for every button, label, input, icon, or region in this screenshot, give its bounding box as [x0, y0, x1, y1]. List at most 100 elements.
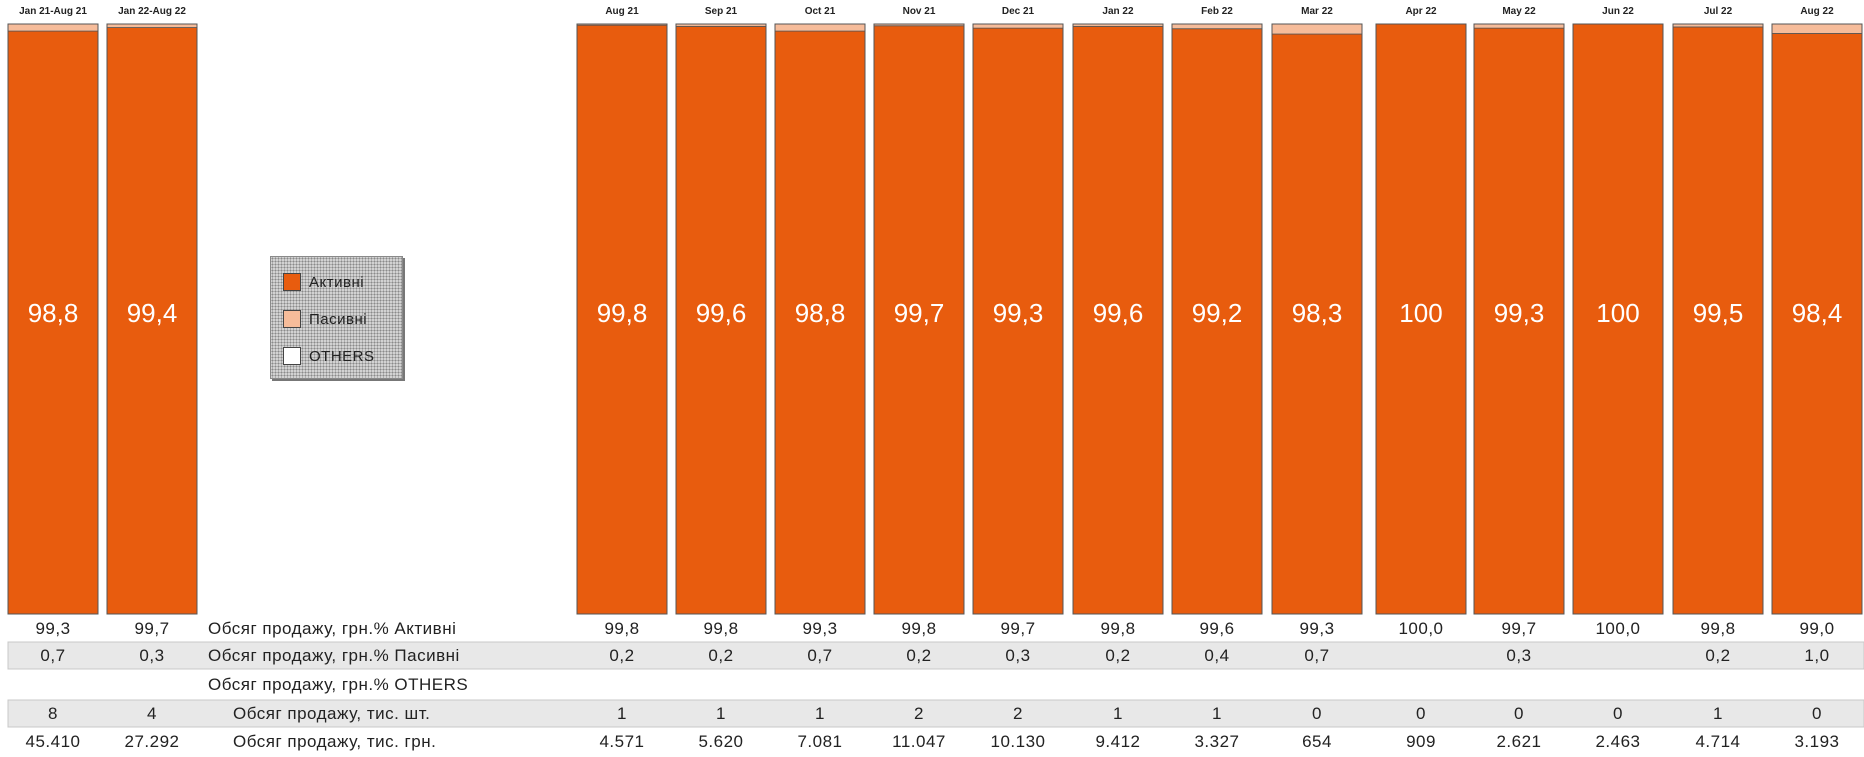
- bar-seg-passive-0: [7, 23, 99, 32]
- table-cell-1-2: 0,2: [609, 646, 634, 665]
- table-cell-4-12: 2.463: [1595, 732, 1640, 751]
- table-cell-1-9: 0,7: [1304, 646, 1329, 665]
- table-row-bg-3: [7, 699, 1864, 728]
- bar-seg-active-10: [1375, 23, 1467, 615]
- legend-item-others: OTHERS: [283, 345, 375, 367]
- table-cell-3-13: 1: [1713, 704, 1723, 723]
- table-cell-0-5: 99,8: [901, 619, 936, 638]
- chart-legend: Активні Пасивні OTHERS: [270, 256, 403, 379]
- table-cell-0-14: 99,0: [1799, 619, 1834, 638]
- bar-seg-active-8: [1171, 28, 1263, 615]
- table-cell-0-6: 99,7: [1000, 619, 1035, 638]
- table-cell-0-2: 99,8: [604, 619, 639, 638]
- legend-item-active: Активні: [283, 271, 364, 293]
- table-cell-0-9: 99,3: [1299, 619, 1334, 638]
- table-cell-1-7: 0,2: [1105, 646, 1130, 665]
- category-label-8: Feb 22: [1201, 6, 1233, 17]
- bar-outline-10: [1375, 23, 1467, 615]
- bar-outline-13: [1672, 23, 1764, 615]
- category-label-4: Oct 21: [805, 6, 836, 17]
- table-cell-3-11: 0: [1514, 704, 1524, 723]
- bar-value-label-10: 100: [1399, 298, 1442, 328]
- bar-value-label-9: 98,3: [1292, 298, 1343, 328]
- table-cell-3-9: 0: [1312, 704, 1322, 723]
- bar-seg-passive-6: [972, 23, 1064, 29]
- table-cell-3-2: 1: [617, 704, 627, 723]
- bar-outline-8: [1171, 23, 1263, 615]
- table-cell-3-6: 2: [1013, 704, 1023, 723]
- table-cell-3-1: 4: [147, 704, 157, 723]
- legend-swatch-passive: [283, 310, 301, 328]
- bar-value-label-1: 99,4: [127, 298, 178, 328]
- bar-value-label-13: 99,5: [1693, 298, 1744, 328]
- category-label-13: Jul 22: [1704, 6, 1733, 17]
- bar-outline-9: [1271, 23, 1363, 615]
- table-cell-0-12: 100,0: [1595, 619, 1640, 638]
- table-cell-1-13: 0,2: [1705, 646, 1730, 665]
- table-cell-4-0: 45.410: [26, 732, 81, 751]
- category-label-2: Aug 21: [605, 6, 639, 17]
- table-row-label-4: Обсяг продажу, тис. грн.: [233, 732, 436, 751]
- table-cell-4-1: 27.292: [125, 732, 180, 751]
- table-cell-4-5: 11.047: [892, 732, 946, 751]
- table-cell-4-2: 4.571: [599, 732, 644, 751]
- table-cell-4-7: 9.412: [1095, 732, 1140, 751]
- table-cell-0-8: 99,6: [1199, 619, 1234, 638]
- table-row-label-2: Обсяг продажу, грн.% OTHERS: [208, 675, 468, 694]
- category-label-11: May 22: [1502, 6, 1536, 17]
- table-cell-3-5: 2: [914, 704, 924, 723]
- table-cell-3-12: 0: [1613, 704, 1623, 723]
- bar-value-label-12: 100: [1596, 298, 1639, 328]
- category-label-3: Sep 21: [705, 6, 738, 17]
- table-cell-0-0: 99,3: [35, 619, 70, 638]
- bar-seg-active-6: [972, 27, 1064, 615]
- category-label-1: Jan 22-Aug 22: [118, 6, 186, 17]
- bar-seg-passive-11: [1473, 23, 1565, 29]
- bar-seg-passive-14: [1771, 23, 1863, 34]
- table-cell-1-5: 0,2: [906, 646, 931, 665]
- bar-seg-active-14: [1771, 33, 1863, 615]
- table-row-bg-1: [7, 641, 1864, 670]
- bar-outline-0: [7, 23, 99, 615]
- bar-outline-11: [1473, 23, 1565, 615]
- category-label-14: Aug 22: [1800, 6, 1834, 17]
- bar-value-label-2: 99,8: [597, 298, 648, 328]
- table-cell-0-3: 99,8: [703, 619, 738, 638]
- table-cell-0-13: 99,8: [1700, 619, 1735, 638]
- table-cell-4-11: 2.621: [1496, 732, 1541, 751]
- table-cell-0-4: 99,3: [802, 619, 837, 638]
- legend-swatch-others: [283, 347, 301, 365]
- table-cell-3-4: 1: [815, 704, 825, 723]
- bar-seg-active-0: [7, 30, 99, 615]
- category-label-0: Jan 21-Aug 21: [19, 6, 87, 17]
- bar-value-label-3: 99,6: [696, 298, 747, 328]
- table-cell-3-7: 1: [1113, 704, 1123, 723]
- legend-item-passive: Пасивні: [283, 308, 367, 330]
- table-cell-1-8: 0,4: [1204, 646, 1229, 665]
- table-cell-4-13: 4.714: [1695, 732, 1740, 751]
- table-cell-4-4: 7.081: [797, 732, 842, 751]
- legend-label-others: OTHERS: [309, 347, 375, 365]
- bar-outline-7: [1072, 23, 1164, 615]
- bar-outline-6: [972, 23, 1064, 615]
- table-cell-1-11: 0,3: [1506, 646, 1531, 665]
- bar-value-label-4: 98,8: [795, 298, 846, 328]
- bar-seg-active-9: [1271, 33, 1363, 615]
- bar-outline-2: [576, 23, 668, 615]
- bar-outline-12: [1572, 23, 1664, 615]
- table-row-label-0: Обсяг продажу, грн.% Активні: [208, 619, 456, 638]
- table-cell-4-14: 3.193: [1794, 732, 1839, 751]
- bar-seg-active-7: [1072, 25, 1164, 615]
- bar-seg-passive-4: [774, 23, 866, 32]
- table-cell-1-3: 0,2: [708, 646, 733, 665]
- bar-value-label-11: 99,3: [1494, 298, 1545, 328]
- table-row-label-1: Обсяг продажу, грн.% Пасивні: [208, 646, 460, 665]
- table-cell-4-6: 10.130: [991, 732, 1046, 751]
- category-label-5: Nov 21: [903, 6, 936, 17]
- table-cell-4-8: 3.327: [1194, 732, 1239, 751]
- table-cell-0-10: 100,0: [1398, 619, 1443, 638]
- table-cell-1-14: 1,0: [1804, 646, 1829, 665]
- legend-swatch-active: [283, 273, 301, 291]
- bar-seg-passive-8: [1171, 23, 1263, 30]
